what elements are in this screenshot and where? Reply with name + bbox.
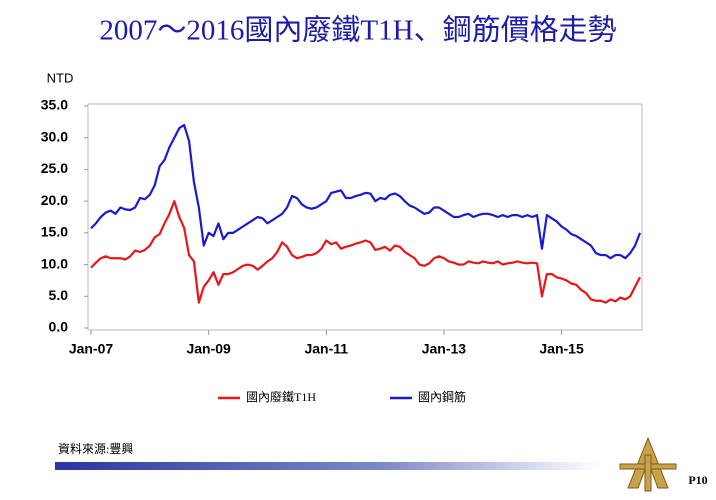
legend-label: 國內廢鐵T1H (246, 389, 316, 404)
x-tick-label: Jan-13 (422, 341, 467, 357)
y-tick-label: 5.0 (49, 287, 69, 303)
y-tick-label: 15.0 (41, 224, 68, 240)
x-tick-label: Jan-07 (69, 341, 114, 357)
y-tick-label: 10.0 (41, 255, 68, 271)
legend-label: 國內鋼筋 (418, 389, 466, 404)
plot-frame (87, 103, 643, 331)
x-tick-label: Jan-11 (304, 341, 348, 357)
page-number: P10 (688, 473, 707, 487)
y-tick-label: 20.0 (41, 192, 68, 208)
x-tick-label: Jan-15 (539, 341, 584, 357)
y-axis-label: NTD (47, 70, 74, 85)
y-tick-label: 30.0 (41, 128, 68, 144)
y-tick-label: 35.0 (41, 97, 68, 113)
logo (619, 436, 677, 492)
footer-bar (55, 462, 600, 470)
y-tick-label: 0.0 (49, 319, 69, 335)
y-tick-label: 25.0 (41, 160, 68, 176)
chart-title: 2007～2016國內廢鐵T1H、鋼筋價格走勢 (99, 14, 616, 47)
line-series (90, 200, 641, 304)
source-note: 資料來源:豐興 (58, 442, 133, 456)
x-tick-label: Jan-09 (186, 341, 231, 357)
line-series (90, 123, 642, 260)
